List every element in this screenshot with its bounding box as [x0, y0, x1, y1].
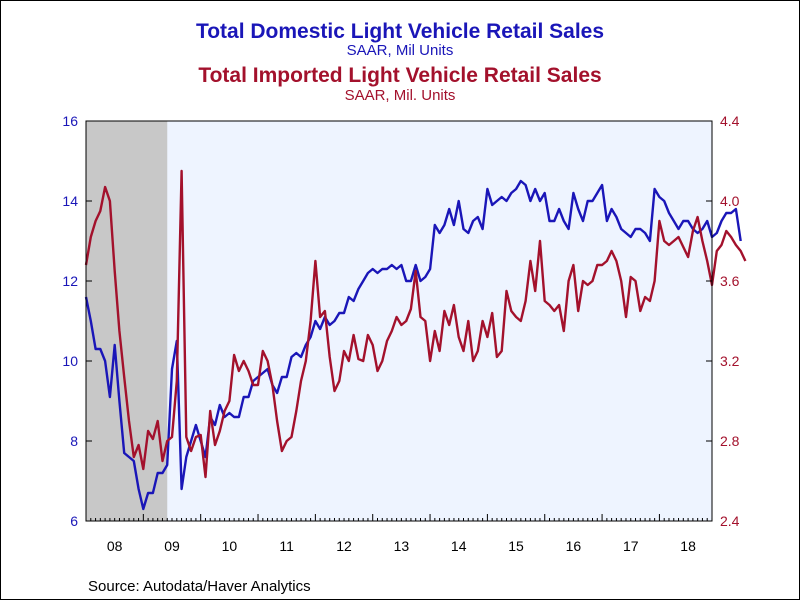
y-left-tick-label: 6 [70, 513, 78, 529]
y-left-tick-label: 16 [62, 113, 78, 129]
x-tick-label: 09 [164, 538, 180, 554]
source-note: Source: Autodata/Haver Analytics [88, 578, 311, 595]
series-line-domestic [84, 179, 742, 511]
x-tick-label: 12 [336, 538, 352, 554]
plot-border [85, 120, 713, 522]
series-line-imported [84, 169, 747, 479]
chart-title-imported: Total Imported Light Vehicle Retail Sale… [198, 64, 602, 87]
chart-subtitle-imported: SAAR, Mil. Units [344, 87, 456, 104]
chart-subtitle-domestic: SAAR, Mil Units [346, 42, 454, 59]
y-right-tick-label: 2.8 [720, 433, 740, 449]
x-tick-label: 17 [623, 538, 639, 554]
x-tick-label: 18 [680, 538, 696, 554]
x-tick-label: 10 [222, 538, 238, 554]
x-tick-label: 15 [508, 538, 524, 554]
x-tick-label: 11 [279, 538, 294, 554]
x-tick-label: 14 [451, 538, 467, 554]
y-left-tick-label: 14 [62, 193, 78, 209]
x-tick-label: 16 [566, 538, 582, 554]
y-right-tick-label: 2.4 [720, 513, 740, 529]
y-right-tick-label: 4.4 [720, 113, 740, 129]
x-tick-label: 08 [107, 538, 123, 554]
y-left-tick-label: 8 [70, 433, 78, 449]
y-right-tick-label: 4.0 [720, 193, 740, 209]
y-right-tick-label: 3.2 [720, 353, 740, 369]
y-left-tick-label: 10 [62, 353, 78, 369]
chart-title-domestic: Total Domestic Light Vehicle Retail Sale… [195, 20, 605, 43]
y-left-tick-label: 12 [62, 273, 78, 289]
x-tick-label: 13 [394, 538, 410, 554]
recession-shading [86, 121, 168, 521]
y-right-tick-label: 3.6 [720, 273, 740, 289]
